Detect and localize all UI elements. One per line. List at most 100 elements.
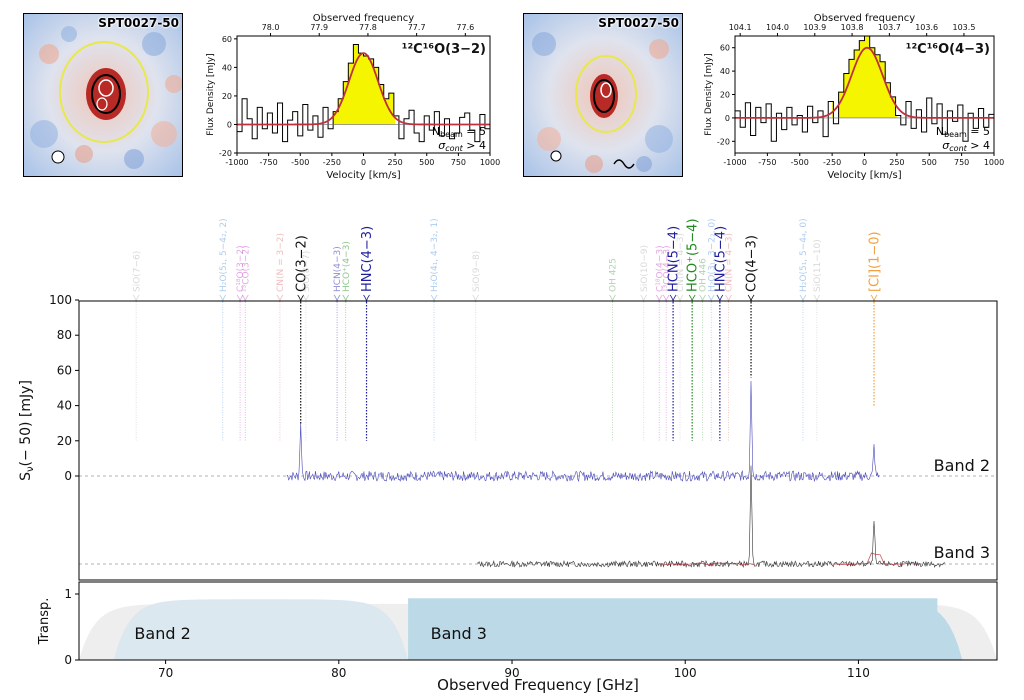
x-tick-label: 500 — [419, 158, 434, 167]
line-brace — [430, 294, 438, 303]
line-fill — [832, 36, 897, 118]
top-tick-label: 103.7 — [878, 23, 901, 32]
spectrum-steps — [237, 44, 491, 143]
top-tick-label: 77.7 — [408, 23, 426, 32]
band3-fit — [832, 552, 920, 566]
line-brace — [699, 294, 706, 303]
y-tick-label: 20 — [57, 434, 72, 448]
line-name-label: CO(3−2) — [294, 235, 309, 292]
y-tick-label: 60 — [57, 363, 72, 377]
line-name-label: H₂O(4₁, 4−3₂, 1) — [430, 218, 440, 292]
x-axis-label: Velocity [km/s] — [326, 170, 400, 181]
top-tick-label: 78.0 — [262, 23, 280, 32]
x-tick-label: 250 — [889, 158, 904, 167]
y-tick-label: 80 — [57, 328, 72, 342]
top-tick-label: 77.6 — [456, 23, 474, 32]
spectrum-panel: -1000 -750 -500 -250 0 250 500 750 1000 -20 0 20 40 6… — [704, 13, 1004, 181]
sigma-label: σcont > 4 — [438, 139, 486, 153]
line-brace — [725, 294, 732, 303]
line-brace — [333, 294, 341, 303]
moment-map-right-image — [524, 14, 682, 176]
y-tick-label: 0 — [64, 469, 72, 483]
y-tick-label: -20 — [717, 137, 730, 146]
line-brace — [342, 294, 350, 303]
line-brace — [669, 294, 677, 303]
line-fill — [331, 44, 396, 125]
band3-label: Band 3 — [934, 543, 990, 562]
y-tick-label: 0 — [227, 120, 232, 129]
line-brace — [609, 294, 616, 303]
line-name-label: SiO(7−6) — [132, 251, 142, 292]
line-name-label: CO(4−3) — [745, 235, 760, 292]
line-brace — [747, 294, 755, 303]
y-axis-label: Transp. — [37, 598, 52, 646]
top-tick-label: 104.0 — [766, 23, 789, 32]
line-name-label: HNC(5−4) — [713, 226, 728, 292]
gaussian-fit — [735, 46, 994, 119]
moment-map-thumbnail-left: SPT0027-50 — [23, 13, 183, 177]
line-name-label: SiO(10−9) — [640, 245, 650, 292]
top-axis-label: Observed frequency — [814, 13, 916, 24]
x-tick-label: 750 — [954, 158, 969, 167]
line-label: ¹²C¹⁶O(4−3) — [906, 42, 990, 57]
gaussian-fit — [237, 52, 490, 126]
x-tick-label: -500 — [291, 158, 309, 167]
y-tick-label: 60 — [222, 35, 232, 44]
line-name-label: HCO⁺(5−4) — [686, 218, 701, 292]
top-axis-label: Observed frequency — [313, 13, 415, 24]
line-name-label: HCO⁺(4−3) — [342, 241, 352, 292]
line-brace — [707, 294, 715, 303]
x-tick-label: 500 — [922, 158, 937, 167]
main-spectrum-panel: SiO(7−6) H₂O(5₁, 5−4₂, 2) C¹⁸O(3−2)¹³CO(3−… — [18, 218, 998, 581]
line-name-label: HCN(5−4) — [667, 226, 682, 292]
x-tick-label: 80 — [331, 666, 346, 680]
y-tick-label: 60 — [720, 44, 730, 53]
line-brace — [132, 294, 140, 303]
line-name-label: ¹³CO(3−2) — [241, 245, 251, 292]
line-brace — [870, 294, 878, 303]
band3-spectrum — [477, 465, 946, 568]
top-tick-label: 77.8 — [359, 23, 377, 32]
nbeam-label: Nbeam = 5 — [432, 125, 486, 139]
top-tick-label: 103.8 — [841, 23, 864, 32]
x-tick-label: 70 — [158, 666, 173, 680]
line-name-label: CN(N = 3−2) — [276, 233, 286, 292]
thumbnail-label: SPT0027-50 — [598, 16, 679, 30]
line-brace — [813, 294, 821, 303]
line-brace — [676, 294, 684, 303]
line-name-label: H₂O(3₁, 3−2₂, 0) — [707, 218, 717, 292]
line-brace — [302, 294, 310, 303]
x-axis-label: Observed Frequency [GHz] — [437, 676, 639, 694]
top-tick-label: 77.9 — [310, 23, 328, 32]
band-coverage — [113, 599, 409, 660]
line-brace — [236, 294, 244, 303]
band3-fit — [659, 562, 755, 566]
line-name-label: SiO(11−10) — [813, 239, 823, 292]
x-tick-label: 750 — [451, 158, 466, 167]
top-tick-label: 103.9 — [803, 23, 826, 32]
transmission-frame — [78, 581, 998, 661]
moment-map-left-image — [24, 14, 182, 176]
y-axis-label: Flux Density [mJy] — [704, 53, 714, 135]
line-brace — [472, 294, 479, 303]
x-tick-label: 110 — [847, 666, 870, 680]
y-tick-label: 40 — [222, 63, 232, 72]
line-brace — [297, 294, 305, 303]
line-brace — [655, 294, 663, 303]
line-brace — [241, 294, 249, 303]
line-name-label: HCN(4−3) — [333, 246, 343, 292]
line-brace — [662, 294, 670, 303]
y-tick-label: 40 — [57, 399, 72, 413]
y-tick-label: 1 — [64, 587, 72, 601]
y-tick-label: -20 — [219, 149, 232, 158]
x-tick-label: -750 — [758, 158, 776, 167]
x-tick-label: -500 — [791, 158, 809, 167]
line-name-label: OH 425 — [609, 258, 619, 292]
x-tick-label: 90 — [504, 666, 519, 680]
x-tick-label: -250 — [323, 158, 341, 167]
line-brace — [688, 294, 696, 303]
x-tick-label: -1000 — [723, 158, 746, 167]
line-brace — [276, 294, 284, 303]
line-name-label: C¹⁸O(4−3) — [655, 245, 665, 292]
y-tick-label: 20 — [720, 91, 730, 100]
